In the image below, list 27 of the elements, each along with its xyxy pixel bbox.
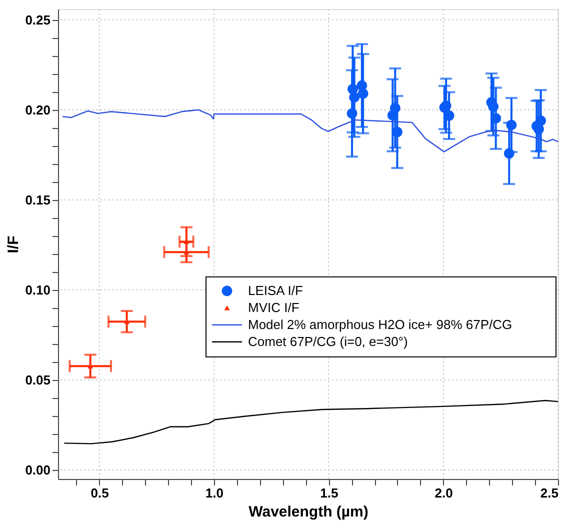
point [349,92,360,102]
y-axis-title: I/F [5,236,22,254]
point [358,88,368,99]
point [387,110,398,120]
point [488,101,499,112]
x-tick-label: 1.5 [320,486,338,500]
y-tick-label: 0.05 [25,372,50,388]
point [536,115,546,126]
x-tick-label: 2.0 [434,486,453,500]
legend-label: Comet 67P/CG (i=0, e=30°) [248,334,408,349]
line-series [64,400,559,444]
point [506,120,517,130]
line-series [62,109,559,152]
legend-label: MVIC I/F [248,300,300,315]
legend-label: Model 2% amorphous H2O ice+ 98% 67P/CG [248,316,512,332]
y-tick-label: 0.10 [25,282,50,298]
legend-label: LEISA I/F [248,282,303,298]
x-tick-label: 0.5 [90,486,109,500]
y-tick-label: 0.00 [25,462,50,478]
point [346,108,358,119]
x-tick-label: 1.0 [205,486,224,500]
y-tick-label: 0.15 [25,192,50,208]
y-tick-label: 0.20 [25,102,50,118]
y-tick-label: 0.25 [25,12,50,28]
x-tick-label: 2.5 [540,486,558,500]
x-axis-title: Wavelength (µm) [248,504,368,520]
point [504,148,514,159]
